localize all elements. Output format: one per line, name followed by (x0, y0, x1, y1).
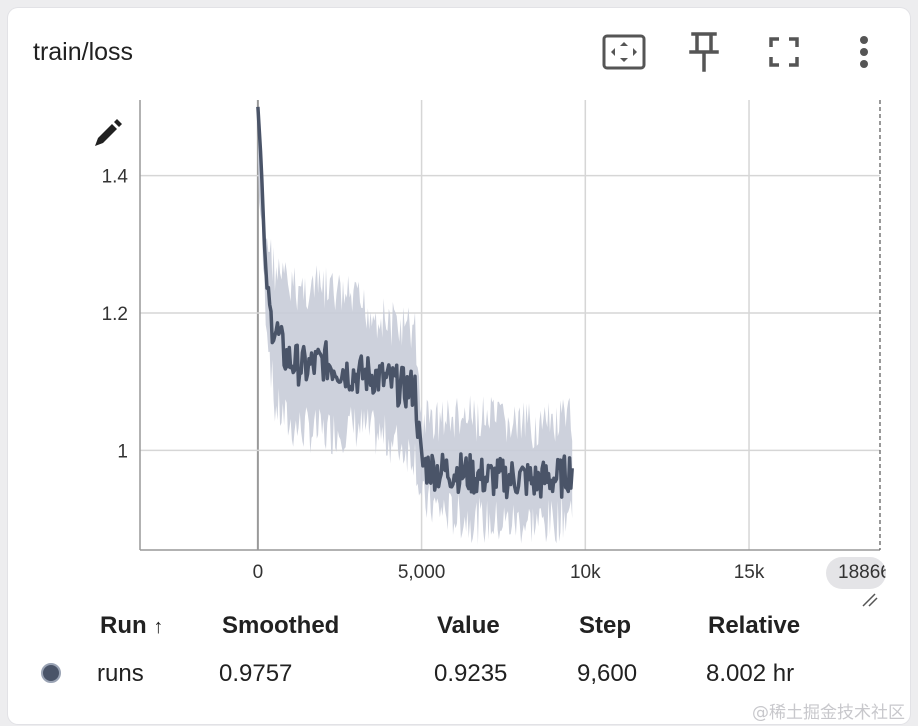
axes (139, 100, 881, 551)
y-tick-label: 1.2 (102, 304, 128, 325)
smoothed-line (256, 106, 574, 500)
x-tick-labels: 0 5,000 10k 15k (253, 562, 765, 583)
step-cell: 9,600 (577, 660, 638, 687)
more-options-button[interactable] (840, 28, 888, 76)
run-header-label: Run (100, 612, 147, 639)
value-cell: 0.9235 (434, 660, 508, 687)
x-edge-label: 18866 (826, 557, 886, 589)
y-tick-label: 1.4 (102, 167, 129, 188)
y-tick-labels: 1.4 1.2 1 (102, 167, 129, 463)
edit-icon[interactable] (95, 119, 122, 146)
fit-domain-button[interactable] (600, 28, 648, 76)
fit-domain-icon (602, 34, 646, 70)
fullscreen-icon (769, 37, 799, 67)
x-tick-label: 10k (570, 562, 601, 583)
fullscreen-button[interactable] (760, 28, 808, 76)
run-name-cell: runs (97, 660, 144, 687)
watermark: @稀土掘金技术社区 (752, 703, 905, 723)
pin-icon (689, 32, 719, 72)
run-column-header[interactable]: Run ↑ (100, 612, 163, 640)
sort-ascending-icon: ↑ (153, 616, 164, 638)
relative-time-cell: 8.002 hr (706, 660, 795, 687)
card-title: train/loss (33, 38, 134, 66)
relative-column-header[interactable]: Relative (708, 612, 801, 639)
raw-values-band (257, 123, 573, 545)
scalar-card (8, 8, 910, 724)
pin-button[interactable] (680, 28, 728, 76)
value-column-header[interactable]: Value (437, 612, 500, 639)
loss-chart[interactable]: 1.4 1.2 1 0 5,000 10k 15k (0, 0, 918, 600)
more-vert-icon (860, 36, 868, 68)
run-color-swatch[interactable] (41, 663, 61, 683)
x-tick-label: 0 (253, 562, 264, 583)
smoothed-value-cell: 0.9757 (219, 660, 293, 687)
x-tick-label: 5,000 (398, 562, 446, 583)
x-tick-label: 15k (734, 562, 765, 583)
raw-band-area (257, 123, 573, 545)
y-tick-label: 1 (117, 441, 128, 462)
smoothed-series-line (256, 106, 574, 500)
step-column-header[interactable]: Step (579, 612, 632, 639)
resize-handle-icon[interactable] (860, 592, 880, 608)
smoothed-column-header[interactable]: Smoothed (222, 612, 340, 639)
